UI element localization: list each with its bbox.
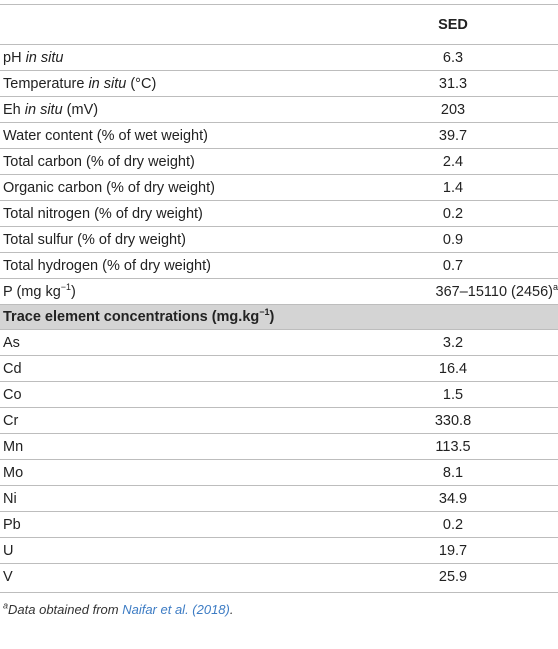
top-rule (0, 4, 558, 5)
element-row-value: 19.7 (438, 543, 468, 559)
table-row: Eh in situ (mV) 203 (0, 97, 558, 123)
table-row: Organic carbon (% of dry weight) 1.4 (0, 175, 558, 201)
table-row: Total sulfur (% of dry weight) 0.9 (0, 227, 558, 253)
element-row-label: Cr (3, 413, 19, 429)
element-row: Mn 113.5 (0, 434, 558, 460)
element-row-label: Mo (3, 465, 24, 481)
table-row-value: 39.7 (438, 128, 468, 144)
table-row: Total nitrogen (% of dry weight) 0.2 (0, 201, 558, 227)
parameter-rows: pH in situ 6.3 Temperature in situ (°C) 31.… (0, 45, 558, 279)
table-row: pH in situ 6.3 (0, 45, 558, 71)
table-row-label: Total carbon (% of dry weight) (3, 154, 195, 170)
element-row-label: Mn (3, 439, 24, 455)
table-row-label: Total nitrogen (% of dry weight) (3, 206, 203, 222)
element-rows: As 3.2 Cd 16.4 Co 1.5 Cr 330.8 Mn 113.5 Mo 8.1 Ni 34.… (0, 330, 558, 590)
element-row-value: 34.9 (438, 491, 468, 507)
table-row-label: Total hydrogen (% of dry weight) (3, 258, 211, 274)
p-row: P (mg kg−1) 367–15110 (2456)a (0, 279, 558, 305)
element-row: Ni 34.9 (0, 486, 558, 512)
table-row-value: 0.7 (442, 258, 464, 274)
element-row-value: 1.5 (442, 387, 464, 403)
element-row: Cd 16.4 (0, 356, 558, 382)
table-row-value: 0.2 (442, 206, 464, 222)
element-row: Co 1.5 (0, 382, 558, 408)
element-row: As 3.2 (0, 330, 558, 356)
bottom-rule (0, 592, 558, 593)
table-row: Water content (% of wet weight) 39.7 (0, 123, 558, 149)
element-row: Mo 8.1 (0, 460, 558, 486)
table-row-value: 0.9 (442, 232, 464, 248)
element-row-label: Ni (3, 491, 17, 507)
table-row-value: 2.4 (442, 154, 464, 170)
table-row-label: Water content (% of wet weight) (3, 128, 208, 144)
element-row: V 25.9 (0, 564, 558, 590)
element-row-label: As (3, 335, 20, 351)
table-row: Total carbon (% of dry weight) 2.4 (0, 149, 558, 175)
element-row-value: 3.2 (442, 335, 464, 351)
element-row-label: U (3, 543, 14, 559)
table-row-label: Eh in situ (mV) (3, 102, 99, 118)
table-row-value: 31.3 (438, 76, 468, 92)
footnote: aData obtained from Naifar et al. (2018)… (3, 600, 234, 617)
element-row-value: 16.4 (438, 361, 468, 377)
element-row-label: Cd (3, 361, 22, 377)
table-row-label: Organic carbon (% of dry weight) (3, 180, 215, 196)
element-row-value: 8.1 (442, 465, 464, 481)
element-row-value: 330.8 (434, 413, 472, 429)
table-row-value: 1.4 (442, 180, 464, 196)
element-row-label: V (3, 569, 13, 585)
element-row-value: 25.9 (438, 569, 468, 585)
p-row-value: 367–15110 (2456)a (435, 282, 558, 300)
table-row: Total hydrogen (% of dry weight) 0.7 (0, 253, 558, 279)
element-row: Cr 330.8 (0, 408, 558, 434)
table-row-value: 6.3 (442, 50, 464, 66)
column-header-sed: SED (438, 17, 468, 33)
element-row-label: Co (3, 387, 22, 403)
table-row: Temperature in situ (°C) 31.3 (0, 71, 558, 97)
p-row-label: P (mg kg−1) (3, 282, 76, 300)
table-row-value: 203 (440, 102, 466, 118)
element-row: Pb 0.2 (0, 512, 558, 538)
table-row-label: pH in situ (3, 50, 64, 66)
table-row-label: Temperature in situ (°C) (3, 76, 157, 92)
table-row-label: Total sulfur (% of dry weight) (3, 232, 186, 248)
citation-link[interactable]: Naifar et al. (2018) (122, 602, 230, 617)
element-row-label: Pb (3, 517, 21, 533)
table-header: SED (0, 5, 558, 45)
data-table: SED pH in situ 6.3 Temperature in situ (°C… (0, 4, 558, 617)
section-heading: Trace element concentrations (mg.kg−1) (0, 305, 558, 330)
element-row-value: 113.5 (435, 439, 471, 455)
element-row: U 19.7 (0, 538, 558, 564)
element-row-value: 0.2 (442, 517, 464, 533)
